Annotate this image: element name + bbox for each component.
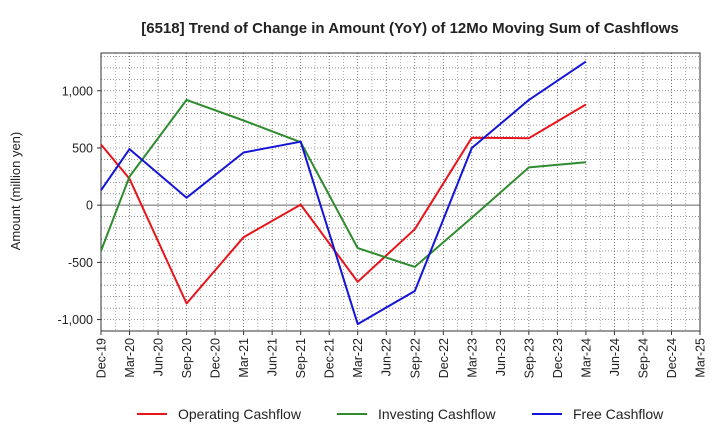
legend-label: Operating Cashflow (178, 406, 302, 422)
y-tick-label: 1,000 (62, 84, 93, 98)
series-line-free-cashflow (100, 60, 587, 326)
y-tick-label: -1,000 (58, 313, 93, 327)
series-line-investing-cashflow (100, 98, 586, 268)
x-tick-label: Mar-24 (579, 338, 593, 378)
x-tick-label: Mar-21 (237, 338, 251, 378)
y-tick-label: 500 (72, 141, 93, 155)
legend-label: Investing Cashflow (378, 406, 496, 422)
y-tick-label: 0 (86, 199, 93, 213)
y-axis-label: Amount (million yen) (8, 132, 23, 251)
x-tick-label: Dec-20 (209, 338, 223, 378)
x-tick-label: Jun-21 (266, 338, 280, 376)
legend: Operating Cashflow Investing Cashflow Free… (137, 406, 664, 422)
x-tick-label: Mar-22 (351, 338, 365, 378)
x-tick-label: Dec-23 (551, 338, 565, 378)
x-tick-label: Mar-20 (123, 338, 137, 378)
x-tick-label: Jun-20 (152, 338, 166, 376)
chart-title: [6518] Trend of Change in Amount (YoY) o… (141, 20, 679, 37)
series-line-operating-cashflow (100, 103, 587, 305)
y-tick-label: -500 (68, 256, 93, 270)
x-tick-label: Jun-22 (380, 338, 394, 376)
x-tick-label: Dec-21 (323, 338, 337, 378)
x-tick-label: Mar-23 (465, 338, 479, 378)
grid (100, 53, 701, 331)
legend-label: Free Cashflow (573, 406, 664, 422)
x-tick-label: Sep-20 (180, 338, 194, 378)
x-tick-label: Sep-24 (636, 338, 650, 378)
x-tick-label: Sep-22 (408, 338, 422, 378)
x-tick-label: Mar-25 (694, 338, 708, 378)
plot-frame (100, 52, 701, 332)
x-tick-label: Sep-23 (522, 338, 536, 378)
x-tick-label: Jun-24 (608, 338, 622, 376)
x-tick-label: Dec-22 (437, 338, 451, 378)
x-tick-label: Jun-23 (494, 338, 508, 376)
x-tick-label: Dec-19 (95, 338, 109, 378)
series-lines (100, 60, 587, 326)
x-tick-label: Dec-24 (665, 338, 679, 378)
x-tick-label: Sep-21 (294, 338, 308, 378)
